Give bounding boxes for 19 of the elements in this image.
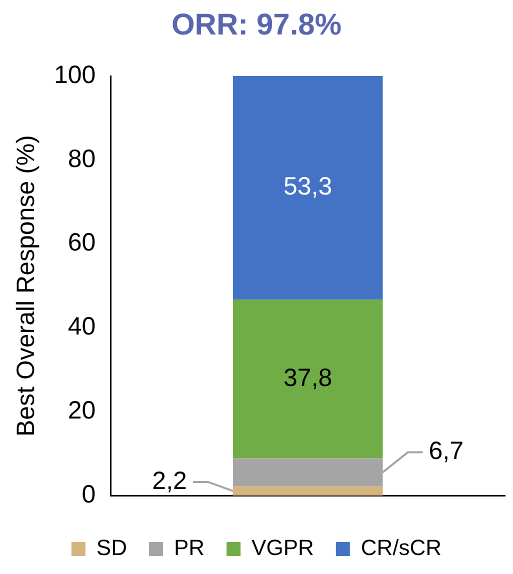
bar [232, 300, 383, 458]
bar [232, 486, 383, 496]
y-tick-label: 100 [54, 60, 96, 89]
chart-title: ORR: 97.8% [171, 8, 342, 42]
data-label: 6,7 [428, 437, 464, 466]
data-label: 37,8 [284, 364, 332, 392]
data-label: 2,2 [152, 466, 187, 495]
legend-label: CR/sCR [360, 535, 442, 560]
data-label: 53,3 [284, 172, 332, 201]
y-tick-label: 80 [68, 144, 96, 173]
legend-label: PR [174, 535, 205, 560]
legend-label: SD [96, 535, 127, 560]
y-tick-label: 40 [68, 312, 96, 341]
y-tick-label: 20 [68, 396, 96, 425]
legend-label: VGPR [252, 535, 314, 560]
y-tick-label: 60 [68, 228, 96, 257]
bar [232, 76, 383, 300]
y-tick-label: 0 [82, 480, 96, 508]
y-axis-title: Best Overall Response (%) [12, 135, 40, 437]
